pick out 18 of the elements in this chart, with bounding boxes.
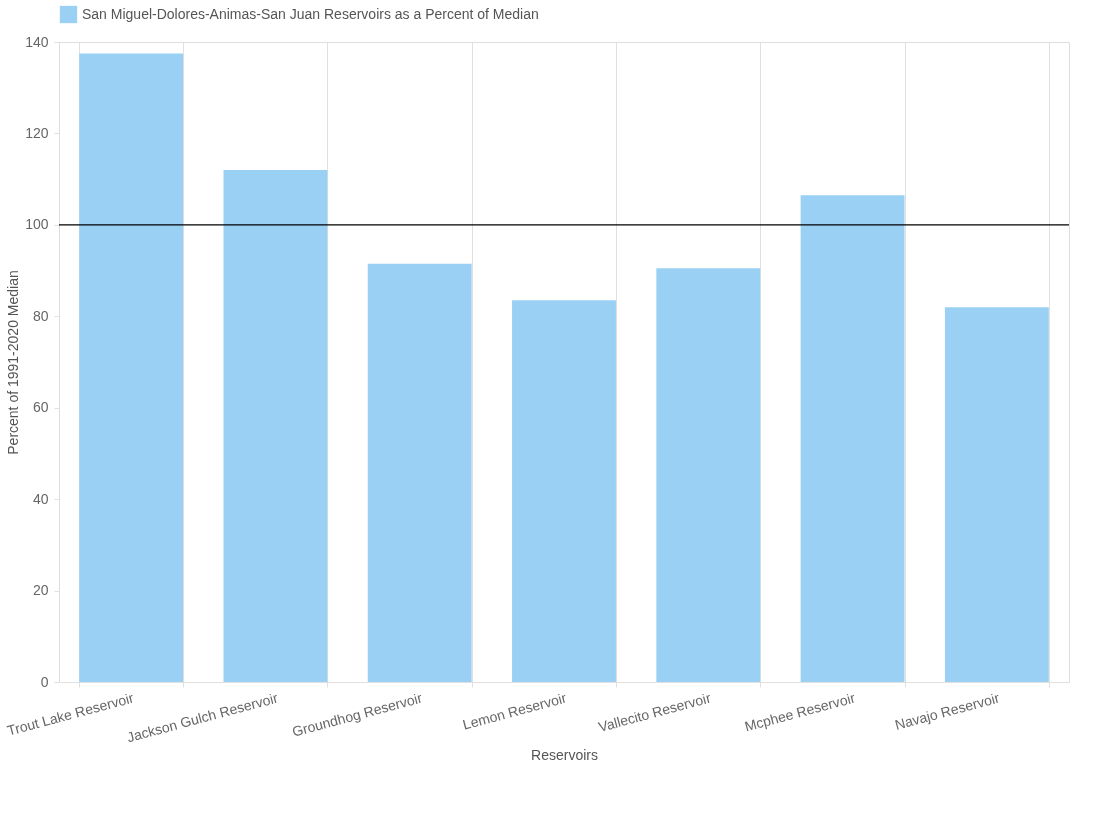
- y-tick-label: 60: [32, 399, 49, 416]
- y-tick-label: 40: [32, 490, 49, 507]
- x-axis-title: Reservoirs: [531, 747, 598, 764]
- bar: [656, 268, 761, 682]
- y-tick-label: 80: [32, 307, 49, 324]
- legend-label: San Miguel-Dolores-Animas-San Juan Reservoirs as a Percent of Median: [82, 5, 539, 22]
- y-tick-label: 20: [32, 582, 49, 599]
- bar: [800, 195, 905, 682]
- y-tick-label: 120: [25, 124, 49, 141]
- bar: [512, 300, 616, 682]
- bar: [79, 53, 184, 682]
- bar: [944, 307, 1049, 682]
- bar: [367, 263, 472, 682]
- y-tick-label: 0: [40, 673, 49, 690]
- y-tick-label: 140: [25, 33, 49, 50]
- y-axis-title: Percent of 1991-2020 Median: [5, 270, 22, 455]
- bar: [223, 170, 328, 682]
- y-tick-label: 100: [25, 216, 49, 233]
